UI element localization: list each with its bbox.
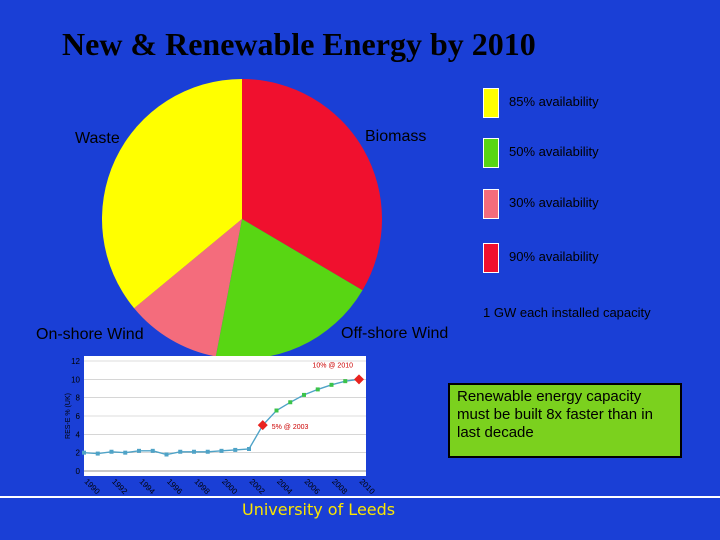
y-tick-label: 6 [76, 412, 81, 421]
pie-label-waste: Waste [75, 130, 120, 147]
page-title: New & Renewable Energy by 2010 [62, 26, 536, 62]
data-point [123, 450, 128, 455]
data-point [178, 449, 183, 454]
annotation-label: 10% @ 2010 [312, 362, 353, 369]
y-tick-label: 4 [76, 430, 81, 439]
data-point [192, 449, 196, 454]
legend-swatch-red [483, 243, 499, 273]
callout-box: Renewable energy capacity must be built … [448, 383, 682, 458]
legend-label: 50% availability [509, 144, 599, 159]
x-tick-label: 1994 [138, 477, 157, 496]
x-tick-label: 2004 [275, 477, 294, 496]
data-point [288, 400, 293, 405]
data-point [150, 448, 155, 453]
data-point [315, 387, 320, 392]
x-tick-label: 2008 [330, 477, 349, 496]
legend-swatch-green [483, 138, 499, 168]
x-tick-label: 1992 [110, 477, 129, 496]
pie-label-onshore-wind: On-shore Wind [36, 326, 144, 343]
x-tick-label: 2006 [303, 477, 322, 496]
legend-item-50: 50% availability [483, 138, 720, 168]
pie-label-biomass: Biomass [365, 128, 427, 145]
data-point [233, 447, 238, 452]
data-point [247, 447, 251, 451]
capacity-note: 1 GW each installed capacity [483, 305, 651, 320]
footer-divider [0, 496, 720, 498]
footer-text: University of Leeds [242, 500, 396, 519]
series-line [83, 378, 360, 456]
legend-item-90: 90% availability [483, 243, 720, 273]
y-tick-label: 8 [76, 394, 81, 403]
data-point [109, 449, 114, 454]
data-point [343, 379, 348, 384]
data-point [164, 452, 169, 457]
annotation-marker [257, 420, 268, 431]
pie-slice-biomass [242, 79, 382, 291]
y-tick-label: 0 [76, 467, 81, 476]
data-point [205, 449, 210, 454]
legend-item-85: 85% availability [483, 88, 720, 118]
x-tick-label: 1996 [165, 477, 184, 496]
x-tick-label: 2000 [220, 477, 239, 496]
legend-label: 85% availability [509, 94, 599, 109]
data-point [329, 382, 334, 387]
pie-slice-waste [102, 79, 242, 309]
line-chart-plot-area [84, 356, 366, 476]
x-tick-label: 2010 [358, 477, 377, 496]
data-point [274, 408, 279, 413]
data-point [137, 448, 141, 453]
pie-slice-on-shore-wind [134, 219, 242, 357]
x-tick-label: 1990 [83, 477, 102, 496]
data-point [95, 451, 100, 456]
data-point [302, 392, 306, 397]
x-tick-label: 2002 [248, 477, 267, 496]
pie-label-offshore-wind: Off-shore Wind [341, 325, 449, 342]
legend-item-30: 30% availability [483, 189, 720, 219]
y-tick-label: 2 [76, 449, 81, 458]
legend-swatch-yellow [483, 88, 499, 118]
y-tick-label: 10 [71, 375, 80, 384]
data-point [82, 450, 86, 455]
annotation-label: 5% @ 2003 [272, 424, 309, 431]
legend-label: 30% availability [509, 195, 599, 210]
legend-swatch-pink [483, 189, 499, 219]
y-axis-label: RES-E % (UK) [65, 393, 72, 439]
data-point [219, 448, 224, 453]
x-tick-label: 1998 [193, 477, 212, 496]
legend-label: 90% availability [509, 249, 599, 264]
y-tick-label: 12 [71, 357, 80, 366]
annotation-marker [354, 374, 364, 385]
